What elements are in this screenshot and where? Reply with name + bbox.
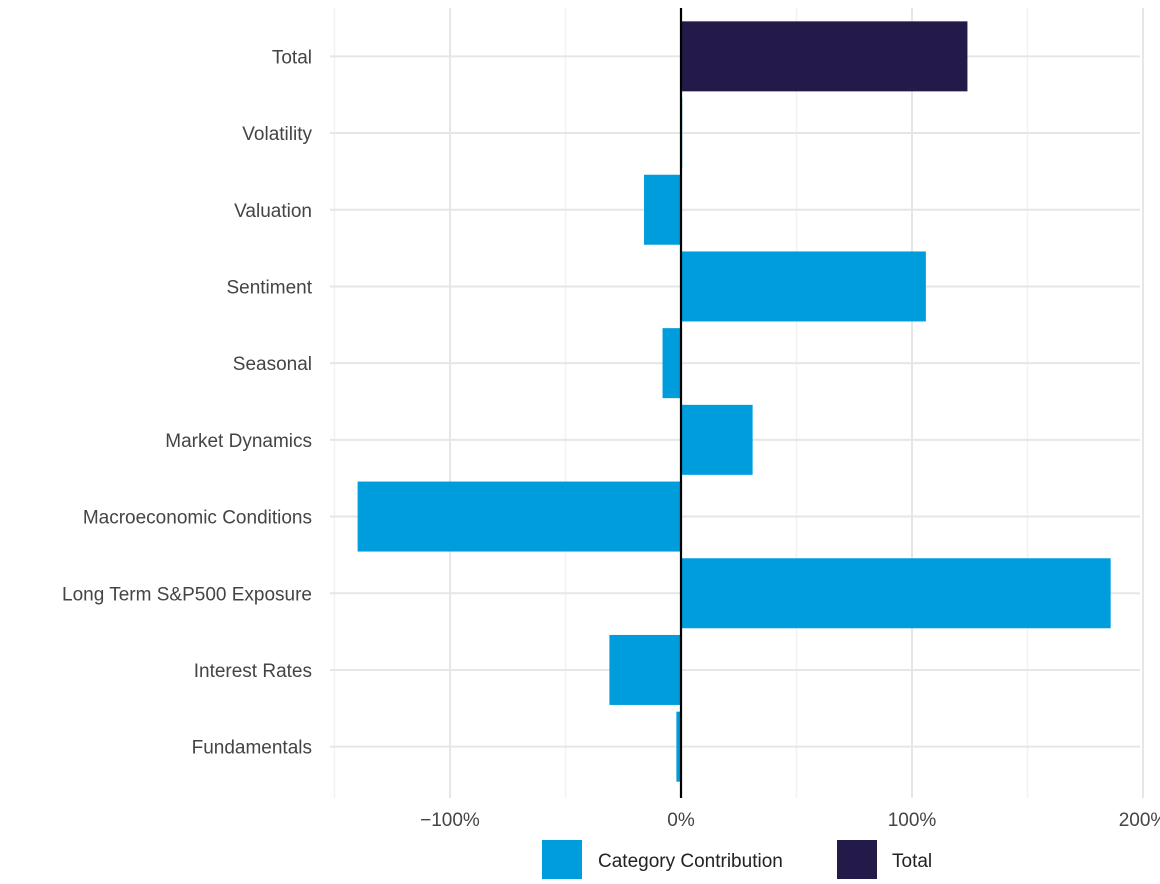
legend-label: Total	[892, 851, 932, 872]
x-tick-label: 100%	[888, 810, 937, 831]
bar-sentiment	[681, 251, 926, 322]
grid-layer	[330, 8, 1144, 798]
legend-label: Category Contribution	[598, 851, 783, 872]
bar-valuation	[644, 174, 681, 245]
legend-swatch	[837, 840, 877, 880]
category-label-layer: Total Volatility Valuation Sentiment Seasona…	[62, 47, 313, 758]
category-label: Fundamentals	[192, 738, 312, 759]
bar-fundamentals	[676, 711, 681, 782]
category-label: Interest Rates	[194, 661, 312, 682]
category-label: Volatility	[242, 124, 312, 145]
category-label: Valuation	[234, 201, 312, 222]
category-label: Long Term S&P500 Exposure	[62, 584, 312, 605]
x-tick-label-layer: −100% 0% 100% 200%	[420, 810, 1160, 831]
bar-seasonal	[662, 328, 681, 399]
x-tick-label: 0%	[667, 810, 695, 831]
category-label: Total	[272, 47, 312, 68]
bar-total	[681, 21, 968, 92]
legend-swatch	[542, 840, 582, 880]
category-label: Macroeconomic Conditions	[83, 508, 312, 529]
x-tick-label: −100%	[420, 810, 480, 831]
bar-macroeconomic-conditions	[357, 481, 681, 552]
category-label: Market Dynamics	[165, 431, 312, 452]
category-label: Seasonal	[233, 354, 312, 375]
bar-layer	[357, 21, 1111, 782]
bar-interest-rates	[609, 634, 681, 705]
legend: Category Contribution Total	[542, 840, 932, 880]
bar-long-term-s-p500-exposure	[681, 558, 1111, 629]
x-tick-label: 200%	[1119, 810, 1160, 831]
bar-market-dynamics	[681, 404, 753, 475]
category-label: Sentiment	[226, 277, 312, 298]
